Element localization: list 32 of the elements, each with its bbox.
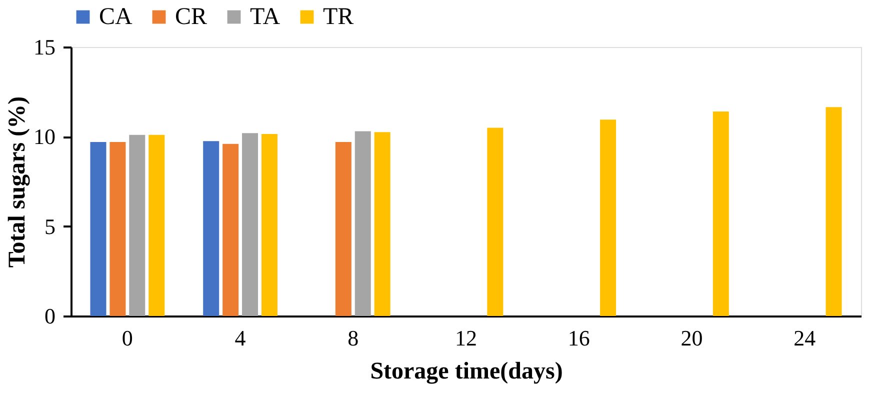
bar	[90, 142, 106, 316]
x-tick-label: 24	[794, 326, 816, 350]
y-tick-label: 0	[44, 304, 56, 328]
bar	[148, 134, 165, 316]
bar	[261, 134, 278, 316]
x-tick-label: 16	[568, 326, 590, 350]
bar	[242, 133, 258, 316]
x-tick-label: 20	[680, 326, 703, 350]
bar	[487, 128, 504, 316]
y-axis-title: Total sugars (%)	[4, 96, 30, 268]
x-tick-label: 12	[455, 326, 477, 350]
legend-label: CA	[99, 4, 134, 30]
x-tick-label: 4	[234, 326, 246, 350]
legend-label: TR	[323, 4, 354, 30]
legend-label: TA	[250, 4, 281, 30]
bar	[110, 142, 126, 316]
x-axis-title: Storage time(days)	[370, 358, 563, 384]
legend-label: CR	[175, 4, 208, 30]
bar	[354, 131, 371, 316]
x-tick-label: 8	[348, 326, 359, 350]
bar	[335, 142, 352, 316]
bar	[600, 120, 616, 316]
bar	[203, 141, 220, 316]
bar	[826, 107, 842, 316]
y-tick-label: 15	[34, 34, 56, 60]
bar	[222, 144, 239, 316]
bar	[712, 112, 729, 316]
bar	[374, 132, 390, 316]
x-tick-label: 0	[122, 326, 133, 350]
y-tick-label: 10	[34, 124, 56, 150]
bar	[129, 134, 146, 316]
y-tick-label: 5	[44, 214, 56, 239]
